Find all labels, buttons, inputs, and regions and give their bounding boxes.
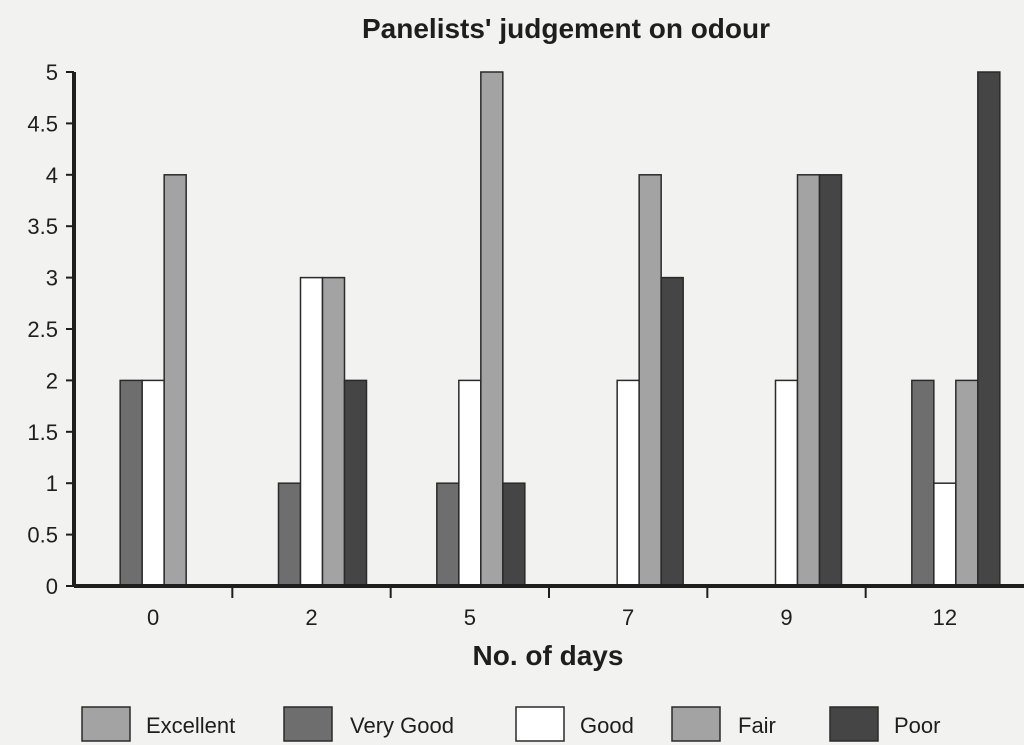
- bar-good: [458, 379, 482, 587]
- bar-very-good: [436, 482, 460, 587]
- legend-swatch: [515, 706, 565, 742]
- bar-fair: [163, 174, 187, 587]
- legend-label: Good: [580, 713, 634, 738]
- bar-poor: [977, 71, 1001, 587]
- bar-good: [616, 379, 640, 587]
- legend-swatch: [671, 706, 721, 742]
- x-tick-label: 5: [464, 605, 476, 630]
- bar-very-good: [911, 379, 935, 587]
- y-tick-label: 0: [46, 574, 58, 599]
- y-tick-label: 4: [46, 163, 58, 188]
- y-tick-label: 2: [46, 368, 58, 393]
- x-tick-label: 0: [147, 605, 159, 630]
- bar-poor: [502, 482, 526, 587]
- bar-fair: [638, 174, 662, 587]
- y-tick-label: 4.5: [27, 111, 58, 136]
- y-tick-label: 1.5: [27, 420, 58, 445]
- chart-title: Panelists' judgement on odour: [362, 13, 770, 44]
- bar-fair: [321, 276, 346, 587]
- bar-fair: [480, 71, 504, 587]
- x-tick-label: 7: [622, 605, 634, 630]
- x-tick-label: 2: [305, 605, 317, 630]
- bar-fair: [796, 174, 821, 587]
- x-tick-label: 12: [933, 605, 957, 630]
- y-tick-label: 3.5: [27, 214, 58, 239]
- y-tick-label: 2.5: [27, 317, 58, 342]
- y-tick-label: 1: [46, 471, 58, 496]
- bar-poor: [660, 276, 684, 587]
- y-tick-label: 5: [46, 60, 58, 85]
- legend-label: Very Good: [350, 713, 454, 738]
- bar-good: [299, 276, 324, 587]
- bar-good: [141, 379, 165, 587]
- x-axis-title: No. of days: [473, 640, 624, 671]
- bar-fair: [955, 379, 979, 587]
- x-tick-label: 9: [780, 605, 792, 630]
- y-tick-label: 3: [46, 266, 58, 291]
- legend: Excellent Very Good Good Fair Poor: [81, 706, 940, 742]
- y-tick-label: 0.5: [27, 523, 58, 548]
- legend-swatch: [81, 706, 131, 742]
- bar-very-good: [119, 379, 143, 587]
- legend-label: Poor: [894, 713, 940, 738]
- legend-label: Excellent: [146, 713, 235, 738]
- bar-poor: [343, 379, 368, 587]
- legend-swatch: [283, 706, 333, 742]
- bar-good: [774, 379, 799, 587]
- legend-label: Fair: [738, 713, 776, 738]
- legend-swatch: [829, 706, 879, 742]
- bar-good: [933, 482, 957, 587]
- bar-very-good: [277, 482, 302, 587]
- bar-poor: [818, 174, 843, 587]
- y-axis-ticks: 0 0.5 1 1.5 2 2.5 3 3.5 4 4.5 5: [27, 60, 74, 599]
